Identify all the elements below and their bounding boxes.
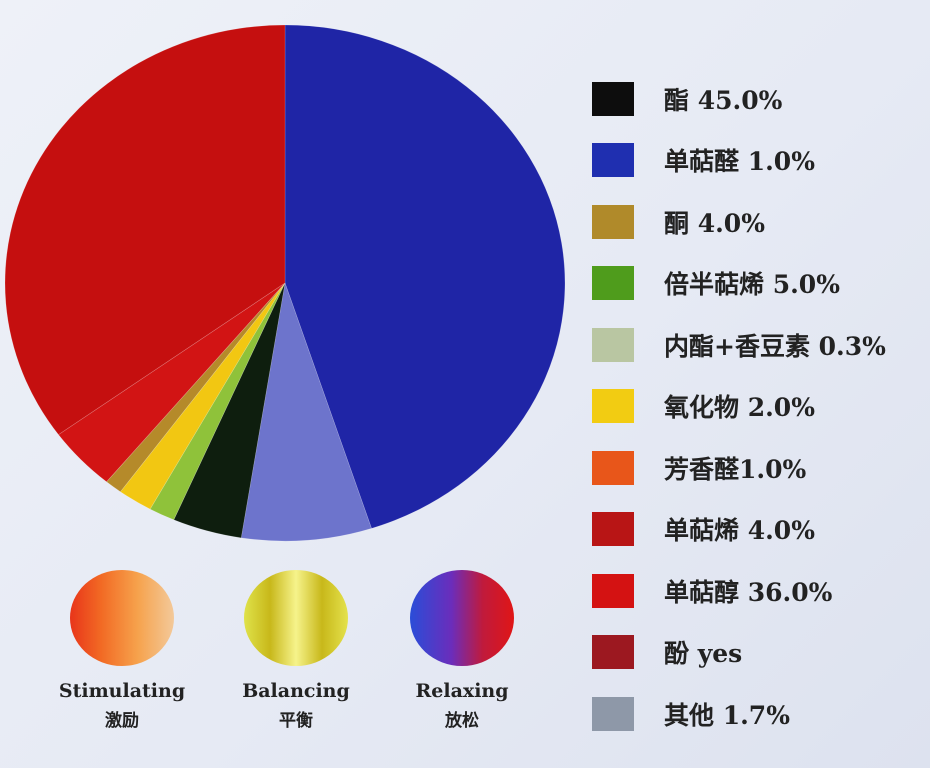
legend-label-monoterpene: 单萜烯 4.0% bbox=[664, 516, 815, 546]
legend-swatch-oxide bbox=[592, 389, 634, 424]
legend-label-phenol: 酚 yes bbox=[664, 639, 743, 669]
legend-item-ester: 酯 45.0% bbox=[592, 68, 930, 130]
pie-slice bbox=[149, 282, 286, 521]
legend-item-sesquiterpene: 倍半萜烯 5.0% bbox=[592, 253, 930, 315]
legend-label-other: 其他 1.7% bbox=[664, 700, 790, 730]
legend-swatch-sesquiterpene bbox=[592, 266, 634, 301]
pie-slice bbox=[106, 282, 286, 493]
legend-item-lactone-coumarin: 内酯+香豆素 0.3% bbox=[592, 314, 930, 376]
legend-swatch-phenol bbox=[592, 635, 634, 670]
mode-stimulating-label-en: Stimulating bbox=[58, 680, 186, 702]
legend-item-ketone: 酮 4.0% bbox=[592, 191, 930, 253]
legend-label-ester: 酯 45.0% bbox=[664, 85, 783, 115]
balancing-gradient-ball bbox=[244, 570, 348, 666]
legend-item-other: 其他 1.7% bbox=[592, 683, 930, 745]
pie-chart bbox=[4, 24, 566, 542]
legend-item-phenol: 酚 yes bbox=[592, 622, 930, 684]
mode-relaxing-label-zh: 放松 bbox=[445, 711, 479, 731]
pie-slice bbox=[173, 282, 286, 539]
legend-swatch-monoterpenol bbox=[592, 573, 634, 608]
legend-swatch-aromatic-aldehyde bbox=[592, 450, 634, 485]
legend-item-aromatic-aldehyde: 芳香醛1.0% bbox=[592, 437, 930, 499]
legend-swatch-monoterpene-aldehyde bbox=[592, 143, 634, 178]
mode-stimulating: Stimulating 激励 bbox=[37, 570, 207, 731]
pie-slice bbox=[240, 281, 372, 542]
legend-label-lactone-coumarin: 内酯+香豆素 0.3% bbox=[664, 331, 886, 361]
legend-label-oxide: 氧化物 2.0% bbox=[664, 393, 815, 423]
mode-relaxing-label-en: Relaxing bbox=[415, 680, 509, 702]
legend-item-oxide: 氧化物 2.0% bbox=[592, 376, 930, 438]
legend: 酯 45.0% 单萜醛 1.0% 酮 4.0% 倍半萜烯 5.0% 内酯+香豆素… bbox=[592, 68, 930, 745]
relaxing-gradient-ball bbox=[410, 570, 514, 666]
mode-balancing-label-en: Balancing bbox=[242, 680, 350, 702]
mode-balancing: Balancing 平衡 bbox=[211, 570, 381, 731]
legend-label-monoterpenol: 单萜醇 36.0% bbox=[664, 577, 833, 607]
legend-item-monoterpenol: 单萜醇 36.0% bbox=[592, 560, 930, 622]
pie-slice bbox=[284, 24, 566, 529]
legend-label-sesquiterpene: 倍半萜烯 5.0% bbox=[664, 270, 840, 300]
legend-swatch-ester bbox=[592, 81, 634, 116]
legend-swatch-ketone bbox=[592, 204, 634, 239]
legend-swatch-monoterpene bbox=[592, 512, 634, 547]
legend-label-monoterpene-aldehyde: 单萜醛 1.0% bbox=[664, 147, 815, 177]
pie-slice bbox=[4, 24, 286, 436]
legend-label-aromatic-aldehyde: 芳香醛1.0% bbox=[664, 454, 807, 484]
pie-slice bbox=[58, 282, 286, 483]
stimulating-gradient-ball bbox=[70, 570, 174, 666]
legend-label-ketone: 酮 4.0% bbox=[664, 208, 765, 238]
legend-swatch-other bbox=[592, 696, 634, 731]
legend-swatch-lactone-coumarin bbox=[592, 327, 634, 362]
mode-relaxing: Relaxing 放松 bbox=[377, 570, 547, 731]
mode-balancing-label-zh: 平衡 bbox=[279, 711, 313, 731]
mode-stimulating-label-zh: 激励 bbox=[105, 711, 139, 731]
pie-slice bbox=[119, 282, 286, 510]
legend-item-monoterpene-aldehyde: 单萜醛 1.0% bbox=[592, 130, 930, 192]
legend-item-monoterpene: 单萜烯 4.0% bbox=[592, 499, 930, 561]
